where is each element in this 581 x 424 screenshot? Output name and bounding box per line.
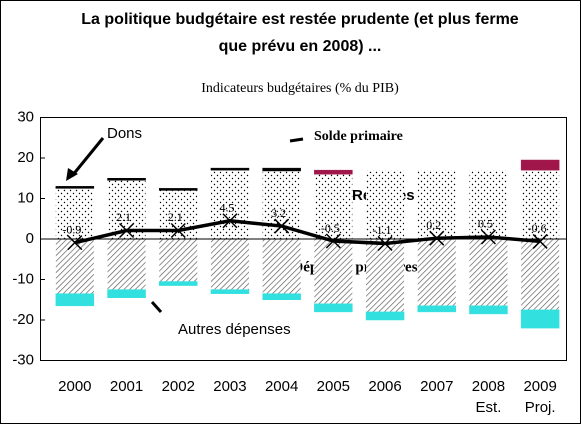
marker xyxy=(377,235,393,251)
series-label: Solde primaire xyxy=(314,129,403,144)
bar-segment xyxy=(417,239,456,306)
x-tick-label: 2001 xyxy=(110,378,143,395)
bar-segment xyxy=(520,159,560,171)
arrow xyxy=(150,300,163,314)
bar-segment xyxy=(417,305,456,313)
bar-segment xyxy=(159,188,198,191)
chart-title: La politique budgétaire est restée prude… xyxy=(81,11,519,28)
marker xyxy=(429,230,445,246)
x-tick-note: Proj. xyxy=(525,399,556,416)
bar-segment xyxy=(469,305,508,315)
series-label: Dons xyxy=(107,125,142,142)
data-label: 2.1 xyxy=(168,210,183,224)
bar-segment xyxy=(314,169,353,175)
data-label: -1.1 xyxy=(373,223,392,237)
x-tick-label: 2005 xyxy=(317,378,350,395)
x-tick-label: 2008 xyxy=(472,378,505,395)
x-tick-label: 2007 xyxy=(420,378,453,395)
bar-segment xyxy=(469,239,508,306)
x-tick-label: 2002 xyxy=(162,378,195,395)
marker xyxy=(274,218,290,234)
marker xyxy=(222,213,238,229)
bar-segment xyxy=(55,188,94,239)
chart-subtitle: Indicateurs budgétaires (% du PIB) xyxy=(201,81,399,96)
marker xyxy=(325,233,341,249)
bar-segment xyxy=(107,178,146,181)
data-label: 2.1 xyxy=(116,210,131,224)
data-label: -0.6 xyxy=(528,221,547,235)
bar-segment xyxy=(314,303,353,313)
bar-segment xyxy=(210,239,249,290)
data-label: -0.5 xyxy=(321,221,340,235)
arrow xyxy=(70,137,105,177)
bar-segment xyxy=(262,293,301,300)
bar-segment xyxy=(262,239,301,294)
y-tick-label: 30 xyxy=(17,108,34,125)
bar-segment xyxy=(521,170,560,239)
bar-segment xyxy=(159,239,198,282)
y-tick-label: -10 xyxy=(12,270,34,287)
series-label: Autres dépenses xyxy=(178,321,291,338)
bar-segment xyxy=(107,289,146,298)
chart-title: que prévu en 2008) ... xyxy=(219,38,382,55)
bar-segment xyxy=(365,311,405,321)
y-tick-label: 20 xyxy=(17,149,34,166)
marker xyxy=(67,235,83,251)
x-tick-label: 2003 xyxy=(213,378,246,395)
data-label: 4.5 xyxy=(219,201,234,215)
bar-segment xyxy=(210,289,250,294)
arrow xyxy=(289,137,304,143)
marker xyxy=(480,229,496,245)
bar-segment xyxy=(314,239,353,304)
x-tick-note: Est. xyxy=(476,399,502,416)
marker xyxy=(170,222,186,239)
marker xyxy=(119,222,135,239)
bar-segment xyxy=(210,170,249,239)
y-tick-label: -20 xyxy=(12,311,34,328)
bar-segment xyxy=(366,170,405,239)
arrow-head xyxy=(66,168,78,181)
y-tick-label: 10 xyxy=(17,189,34,206)
bar-segment xyxy=(55,293,95,307)
x-tick-label: 2009 xyxy=(523,378,556,395)
x-tick-label: 2000 xyxy=(58,378,91,395)
bar-segment xyxy=(417,170,456,239)
line xyxy=(74,219,541,246)
y-tick-label: 0 xyxy=(26,230,34,247)
x-tick-label: 2006 xyxy=(368,378,401,395)
y-tick-label: -30 xyxy=(12,351,34,368)
x-tick-label: 2004 xyxy=(265,378,298,395)
data-label: -0.9 xyxy=(62,222,81,236)
bar-segment xyxy=(262,167,301,172)
data-label: 0.2 xyxy=(426,218,441,232)
bar-segment xyxy=(366,239,405,312)
data-label: 0.5 xyxy=(478,217,493,231)
marker xyxy=(532,233,548,249)
bar-segment xyxy=(520,309,560,329)
bar-segment xyxy=(107,239,146,290)
bar-segment xyxy=(55,239,94,294)
bar-segment xyxy=(521,239,560,310)
bar-segment xyxy=(210,167,250,171)
bar-segment xyxy=(159,281,198,286)
bar-segment xyxy=(55,186,95,189)
bar-segment xyxy=(314,174,353,239)
data-label: 3.2 xyxy=(271,206,286,220)
bar-segment xyxy=(469,170,508,239)
